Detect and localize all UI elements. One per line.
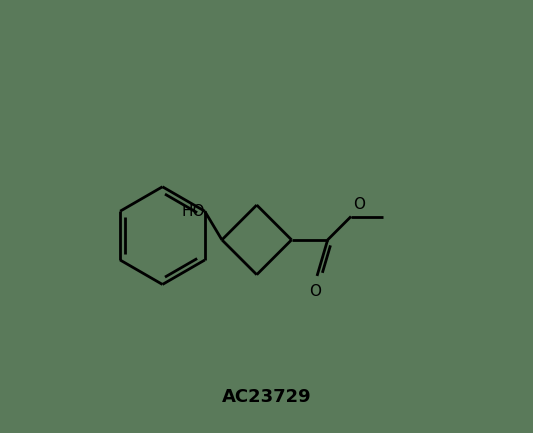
- Text: AC23729: AC23729: [222, 388, 311, 406]
- Text: O: O: [353, 197, 365, 212]
- Text: O: O: [309, 284, 321, 299]
- Text: HO: HO: [181, 204, 205, 219]
